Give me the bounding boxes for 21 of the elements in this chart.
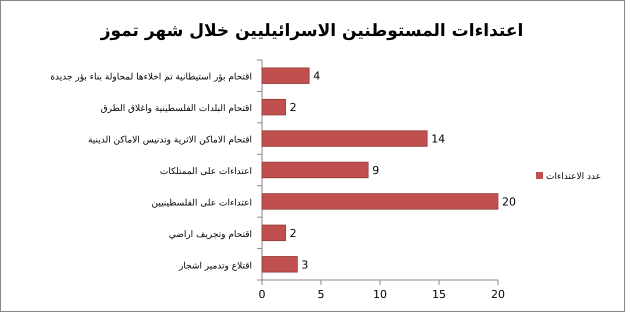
data-label: 2 — [290, 101, 297, 114]
xtick: 15 — [432, 288, 446, 301]
xtick: 5 — [318, 288, 324, 301]
category: اعتداءات على الممتلكات — [160, 167, 252, 177]
xtick: 10 — [373, 288, 387, 301]
category: اقتحام بؤر استيطانية تم اخلاءها لمحاولة بناء بؤر جديدة — [50, 72, 252, 83]
category: اقتحام وتجريف اراضي — [168, 230, 252, 240]
title: اعتداءات المستوطنين الاسرائيليين خلال شهر تموز — [100, 21, 524, 41]
category: اعتداءات على الفلسطينيين — [152, 198, 252, 208]
data-label: 3 — [301, 258, 308, 272]
data-label: 14 — [431, 132, 446, 146]
legend: عدد الاعتداءات — [546, 172, 602, 182]
category: اقتحام البلدات الفلسطينية واغلاق الطرق — [100, 104, 252, 114]
data-label: 4 — [313, 70, 320, 83]
xtick: 20 — [491, 288, 505, 301]
category: اقتلاع وتدمير اشجار — [179, 261, 252, 272]
category: اقتحام الاماكن الاثرية وتدنيس الاماكن الدينية — [88, 136, 252, 146]
xtick: 0 — [258, 288, 266, 301]
data-label: 2 — [290, 226, 297, 240]
data-label: 9 — [372, 164, 380, 177]
data-label: 20 — [502, 195, 516, 208]
